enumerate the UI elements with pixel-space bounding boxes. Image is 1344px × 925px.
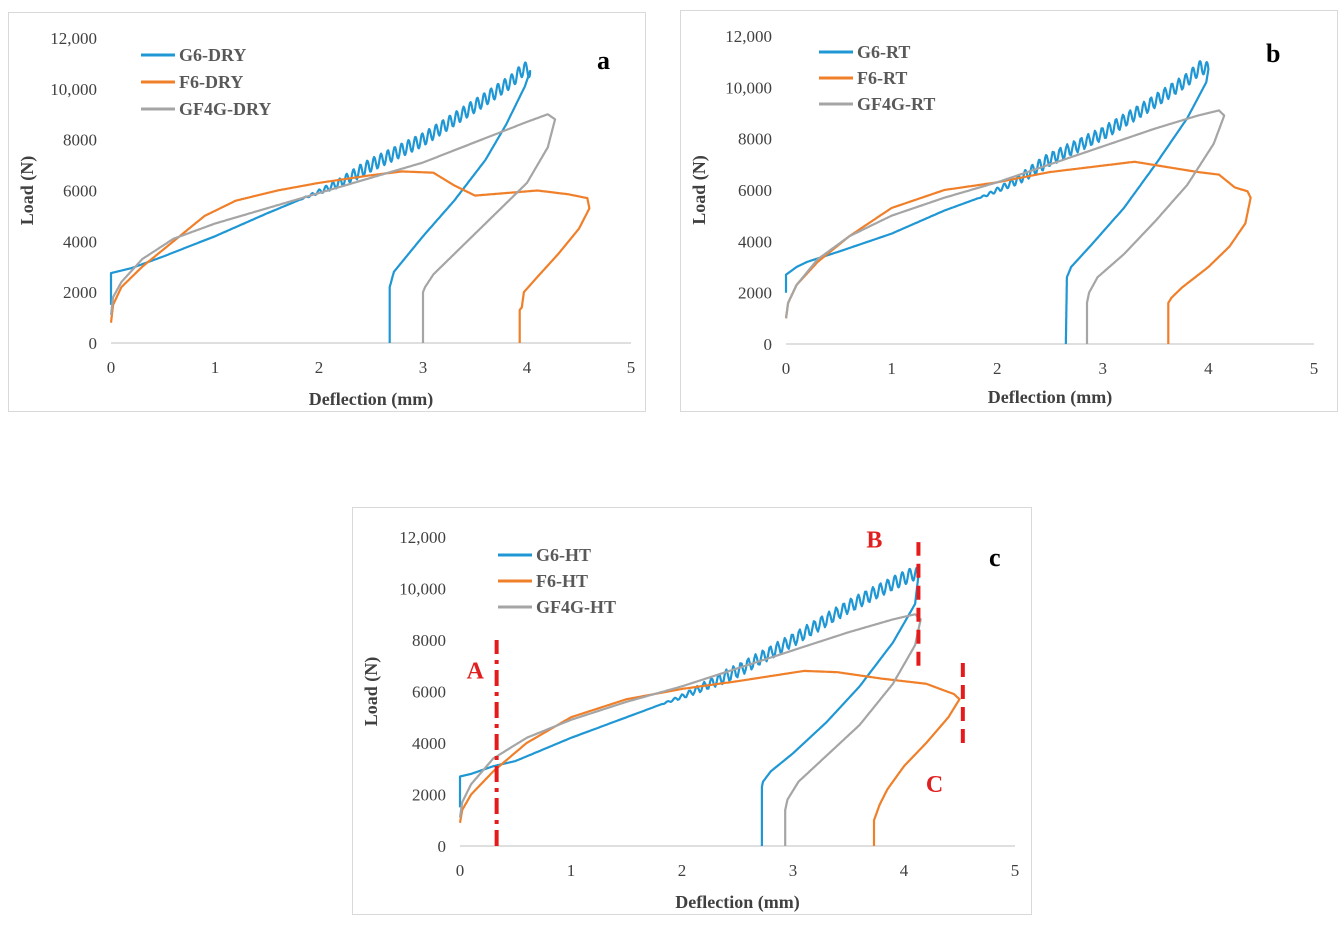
y-tick-label: 8000 xyxy=(63,131,97,150)
legend-label: GF4G-DRY xyxy=(179,99,271,119)
series-line-gf4g xyxy=(784,109,1226,345)
y-tick-label: 12,000 xyxy=(50,29,97,48)
y-axis-title: Load (N) xyxy=(17,156,38,226)
chart-c-svg: 0 2000 4000 6000 8000 10,000 12,000 0 1 2 3 4 5 Defle… xyxy=(361,527,1020,913)
series-line-g6 xyxy=(458,566,920,846)
panel-label: a xyxy=(597,46,610,75)
x-tick-label: 5 xyxy=(1310,359,1319,378)
x-tick-label: 1 xyxy=(567,861,576,880)
y-tick-label: 0 xyxy=(764,335,773,354)
x-tick-label: 0 xyxy=(782,359,791,378)
series-line-gf4g xyxy=(109,113,557,343)
series-line-f6 xyxy=(784,160,1252,345)
x-axis-title: Deflection (mm) xyxy=(309,389,433,410)
y-tick-label: 0 xyxy=(89,334,98,353)
legend-label: GF4G-HT xyxy=(536,597,616,617)
chart-a-svg: 0 2000 4000 6000 8000 10,000 12,000 0 1 2 3 4 5 Defle… xyxy=(17,29,636,410)
annotation-label-c: C xyxy=(926,772,943,798)
y-tick-label: 4000 xyxy=(412,734,446,753)
legend-label: F6-RT xyxy=(857,68,907,88)
y-tick-label: 12,000 xyxy=(725,27,772,46)
y-tick-label: 2000 xyxy=(412,786,446,805)
series-line-g6 xyxy=(109,61,532,343)
y-tick-label: 12,000 xyxy=(399,528,446,547)
y-tick-label: 2000 xyxy=(63,283,97,302)
panel-label: c xyxy=(989,543,1001,572)
series-line-f6 xyxy=(109,170,591,344)
legend-label: GF4G-RT xyxy=(857,94,935,114)
series-line-f6 xyxy=(458,669,961,847)
legend-label: G6-HT xyxy=(536,545,591,565)
y-tick-label: 6000 xyxy=(63,182,97,201)
x-tick-label: 3 xyxy=(1099,359,1108,378)
y-tick-label: 4000 xyxy=(738,232,772,251)
legend-label: G6-RT xyxy=(857,42,910,62)
y-tick-label: 6000 xyxy=(738,181,772,200)
x-tick-label: 4 xyxy=(900,861,909,880)
x-tick-label: 0 xyxy=(456,861,465,880)
x-axis-title: Deflection (mm) xyxy=(988,387,1112,408)
series-line-gf4g xyxy=(458,613,922,847)
y-tick-label: 6000 xyxy=(412,683,446,702)
x-tick-label: 3 xyxy=(419,358,428,377)
annotation-label-b: B xyxy=(866,527,882,553)
x-tick-label: 2 xyxy=(678,861,687,880)
chart-panel-a: 0 2000 4000 6000 8000 10,000 12,000 0 1 2 3 4 5 Defle… xyxy=(8,12,646,412)
y-tick-label: 10,000 xyxy=(399,580,446,599)
x-tick-label: 1 xyxy=(211,358,220,377)
legend-label: F6-DRY xyxy=(179,72,243,92)
x-tick-label: 4 xyxy=(523,358,532,377)
y-axis-title: Load (N) xyxy=(361,657,382,727)
y-axis-title: Load (N) xyxy=(689,155,710,225)
x-tick-label: 0 xyxy=(107,358,116,377)
y-tick-label: 8000 xyxy=(412,631,446,650)
legend-label: G6-DRY xyxy=(179,45,246,65)
x-tick-label: 2 xyxy=(315,358,324,377)
x-tick-label: 4 xyxy=(1204,359,1213,378)
x-axis-title: Deflection (mm) xyxy=(675,892,799,913)
x-tick-label: 3 xyxy=(789,861,798,880)
legend-label: F6-HT xyxy=(536,571,588,591)
x-tick-label: 2 xyxy=(993,359,1002,378)
y-tick-label: 2000 xyxy=(738,284,772,303)
x-tick-label: 1 xyxy=(887,359,896,378)
annotation-label-a: A xyxy=(467,659,485,685)
x-tick-label: 5 xyxy=(1011,861,1020,880)
y-tick-label: 10,000 xyxy=(725,78,772,97)
x-tick-label: 5 xyxy=(627,358,636,377)
series-line-g6 xyxy=(784,60,1210,345)
chart-b-svg: 0 2000 4000 6000 8000 10,000 12,000 0 1 2 3 4 5 Defle… xyxy=(689,27,1319,408)
y-tick-label: 10,000 xyxy=(50,80,97,99)
y-tick-label: 4000 xyxy=(63,232,97,251)
panel-label: b xyxy=(1266,39,1280,68)
chart-panel-c: 0 2000 4000 6000 8000 10,000 12,000 0 1 2 3 4 5 Defle… xyxy=(352,507,1032,915)
chart-panel-b: 0 2000 4000 6000 8000 10,000 12,000 0 1 2 3 4 5 Defle… xyxy=(680,10,1338,412)
y-tick-label: 0 xyxy=(438,837,447,856)
y-tick-label: 8000 xyxy=(738,130,772,149)
